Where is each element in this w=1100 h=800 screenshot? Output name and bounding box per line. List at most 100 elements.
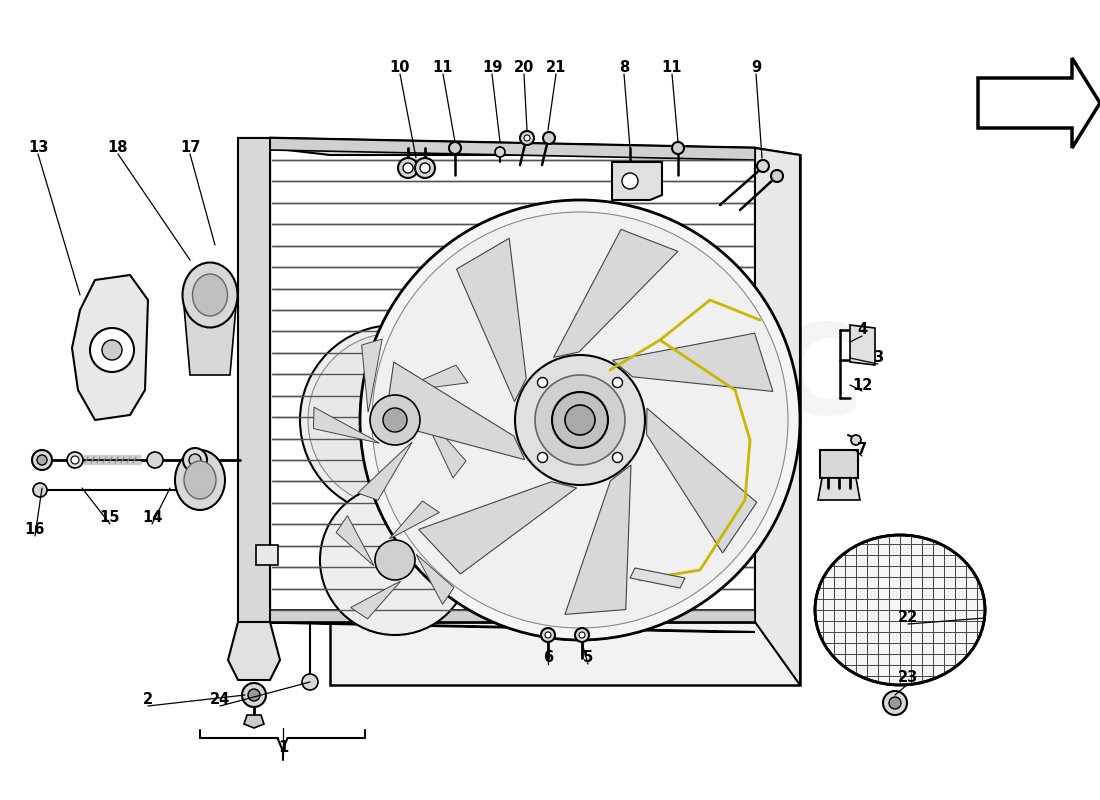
Text: 2: 2 [143,693,153,707]
Circle shape [360,200,800,640]
Text: 9: 9 [751,61,761,75]
Text: 22: 22 [898,610,918,626]
Polygon shape [270,148,755,622]
Circle shape [544,632,551,638]
Text: 7: 7 [857,442,867,458]
Circle shape [524,135,530,141]
Circle shape [67,452,82,468]
Circle shape [320,485,470,635]
Circle shape [621,173,638,189]
Polygon shape [553,230,678,358]
Polygon shape [500,245,640,320]
Circle shape [883,691,908,715]
Ellipse shape [184,461,216,499]
Polygon shape [456,238,526,402]
Polygon shape [351,582,400,619]
Circle shape [565,405,595,435]
Polygon shape [270,138,755,160]
Circle shape [147,452,163,468]
Text: 23: 23 [898,670,918,686]
Circle shape [375,540,415,580]
Circle shape [398,158,418,178]
Polygon shape [183,295,236,375]
Circle shape [383,408,407,432]
Polygon shape [421,410,466,478]
Circle shape [771,170,783,182]
Text: 17: 17 [179,141,200,155]
Circle shape [37,455,47,465]
Ellipse shape [192,274,228,316]
Polygon shape [244,715,264,728]
Polygon shape [256,545,278,565]
Circle shape [851,435,861,445]
Circle shape [189,454,201,466]
Circle shape [372,212,788,628]
Polygon shape [337,516,374,566]
Text: 4: 4 [857,322,867,338]
Polygon shape [394,365,469,392]
Polygon shape [755,148,800,685]
Text: 14: 14 [142,510,162,526]
Circle shape [370,395,420,445]
Circle shape [415,158,434,178]
Circle shape [757,160,769,172]
Ellipse shape [183,262,238,327]
Circle shape [102,340,122,360]
Polygon shape [270,148,800,155]
Text: 11: 11 [432,61,453,75]
Text: 8: 8 [619,61,629,75]
Circle shape [248,689,260,701]
Polygon shape [330,155,800,685]
Polygon shape [270,610,755,622]
Polygon shape [978,58,1100,148]
Circle shape [308,333,482,507]
Polygon shape [238,622,755,632]
Ellipse shape [815,535,984,685]
Polygon shape [647,408,757,553]
Text: 5: 5 [583,650,593,666]
Text: EPC: EPC [595,319,865,441]
Polygon shape [385,362,525,460]
Circle shape [183,448,207,472]
Text: 16: 16 [25,522,45,538]
Text: 15: 15 [100,510,120,526]
Circle shape [613,378,623,387]
Circle shape [520,131,534,145]
Circle shape [552,392,608,448]
Circle shape [242,683,266,707]
Circle shape [90,328,134,372]
Polygon shape [228,622,280,680]
Polygon shape [416,554,454,604]
Polygon shape [72,275,148,420]
Polygon shape [818,478,860,500]
Circle shape [613,453,623,462]
Polygon shape [314,407,380,443]
Circle shape [575,628,589,642]
Circle shape [33,483,47,497]
Polygon shape [612,162,662,200]
Text: 21: 21 [546,61,566,75]
Text: 6: 6 [543,650,553,666]
Circle shape [300,325,490,515]
Circle shape [302,674,318,690]
Text: a passion
since 1985: a passion since 1985 [483,489,717,571]
Circle shape [538,453,548,462]
Circle shape [535,375,625,465]
Text: 3: 3 [873,350,883,366]
Polygon shape [490,515,630,590]
Polygon shape [630,568,685,588]
Text: 20: 20 [514,61,535,75]
Polygon shape [419,482,576,574]
Circle shape [515,355,645,485]
Polygon shape [565,465,631,614]
Text: 18: 18 [108,141,129,155]
Circle shape [543,132,556,144]
Text: 11: 11 [662,61,682,75]
Text: 12: 12 [851,378,872,393]
Circle shape [449,142,461,154]
Polygon shape [238,138,270,622]
Text: 1: 1 [278,741,288,755]
Polygon shape [850,325,875,365]
Polygon shape [820,450,858,478]
Circle shape [72,456,79,464]
